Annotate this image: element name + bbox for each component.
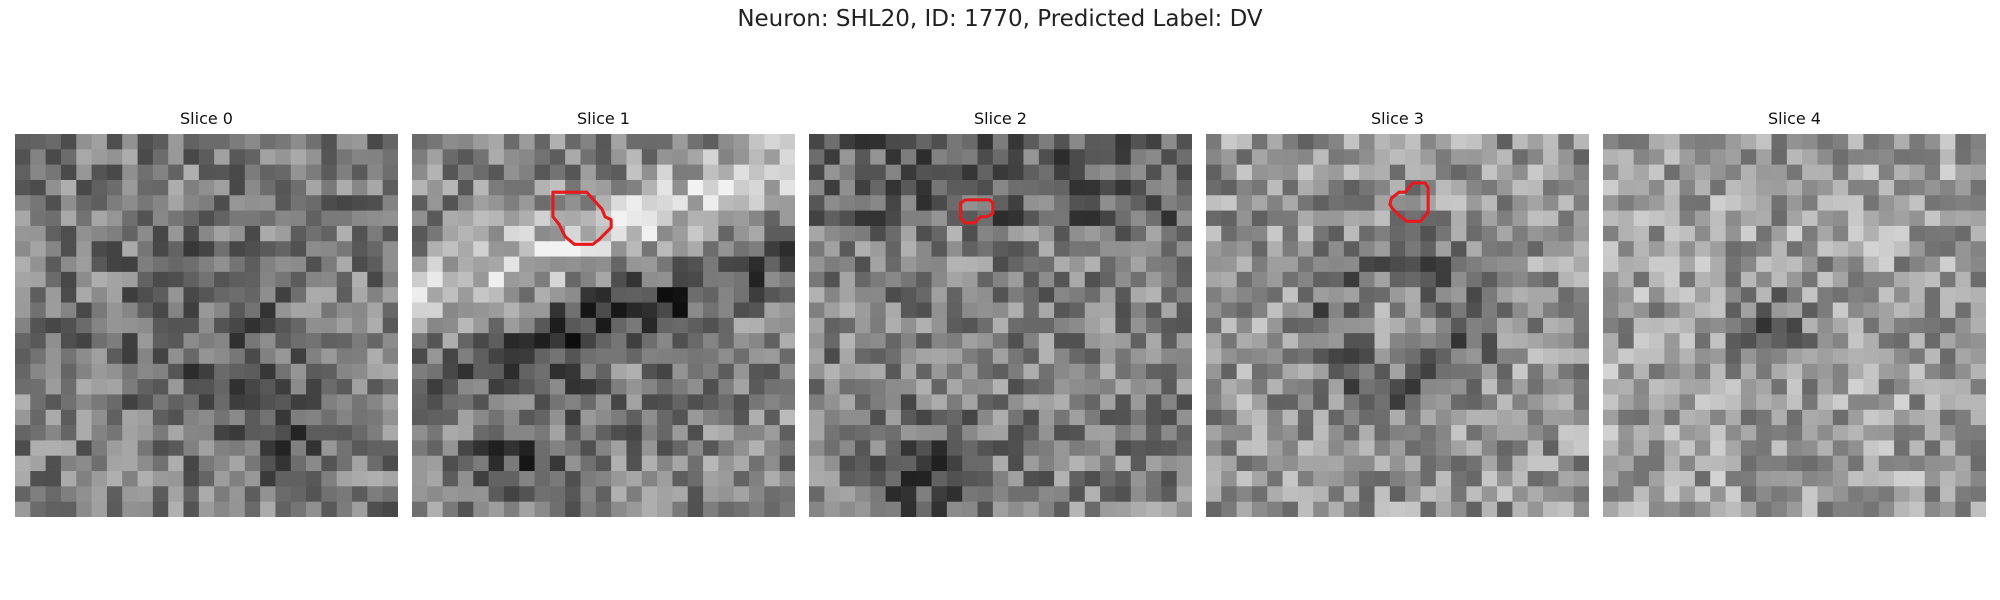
panel-title-slice-0: Slice 0 xyxy=(180,109,233,128)
image-slice-3 xyxy=(1206,134,1589,517)
pixel-grid-slice-4 xyxy=(1603,134,1986,517)
pixel-grid-slice-3 xyxy=(1206,134,1589,517)
panel-title-slice-2: Slice 2 xyxy=(974,109,1027,128)
figure-title: Neuron: SHL20, ID: 1770, Predicted Label… xyxy=(737,6,1263,32)
panel-title-slice-1: Slice 1 xyxy=(577,109,630,128)
roi-outline-slice-1 xyxy=(551,190,613,246)
image-slice-1 xyxy=(412,134,795,517)
pixel-grid-slice-2 xyxy=(809,134,1192,517)
image-slice-4 xyxy=(1603,134,1986,517)
panel-title-slice-3: Slice 3 xyxy=(1371,109,1424,128)
pixel-grid-slice-0 xyxy=(15,134,398,517)
panel-title-slice-4: Slice 4 xyxy=(1768,109,1821,128)
roi-outline-slice-3 xyxy=(1388,181,1430,223)
roi-outline-slice-2 xyxy=(959,198,995,225)
pixel-grid-slice-1 xyxy=(412,134,795,517)
image-slice-2 xyxy=(809,134,1192,517)
image-slice-0 xyxy=(15,134,398,517)
